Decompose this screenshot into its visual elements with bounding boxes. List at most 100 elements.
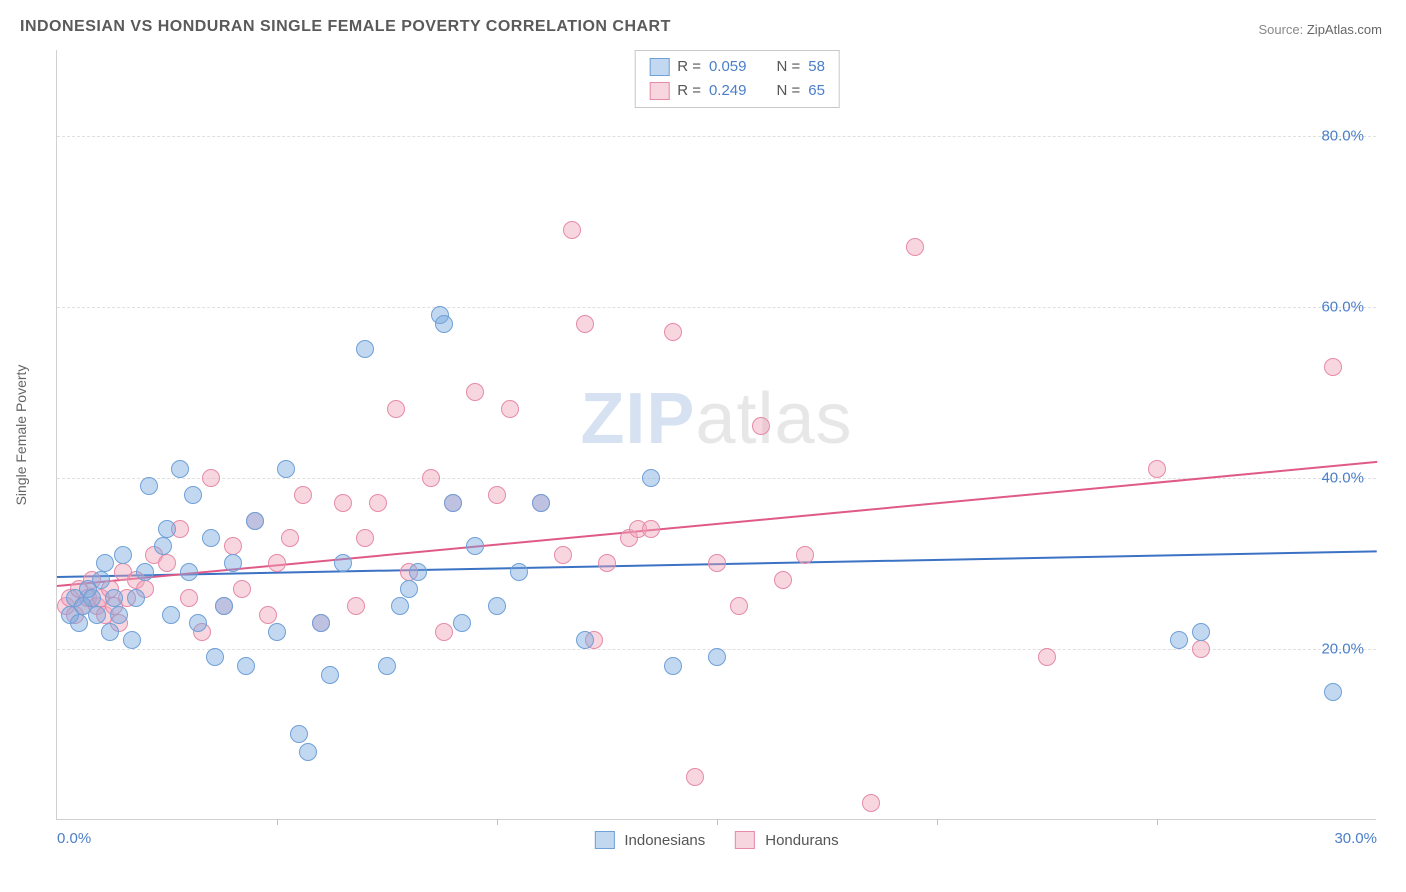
point-indonesians bbox=[88, 606, 106, 624]
r-label: R = bbox=[677, 55, 701, 79]
r-value-indonesians: 0.059 bbox=[709, 55, 747, 79]
point-hondurans bbox=[466, 383, 484, 401]
point-hondurans bbox=[862, 794, 880, 812]
point-hondurans bbox=[268, 554, 286, 572]
point-indonesians bbox=[334, 554, 352, 572]
point-indonesians bbox=[466, 537, 484, 555]
point-indonesians bbox=[237, 657, 255, 675]
legend-item-indonesians: Indonesians bbox=[594, 831, 705, 849]
swatch-hondurans bbox=[649, 82, 669, 100]
gridline bbox=[57, 307, 1376, 308]
point-hondurans bbox=[642, 520, 660, 538]
point-hondurans bbox=[796, 546, 814, 564]
point-indonesians bbox=[92, 571, 110, 589]
n-label: N = bbox=[777, 55, 801, 79]
watermark: ZIPatlas bbox=[580, 378, 852, 460]
point-indonesians bbox=[206, 648, 224, 666]
point-indonesians bbox=[453, 614, 471, 632]
gridline bbox=[57, 136, 1376, 137]
point-indonesians bbox=[202, 529, 220, 547]
swatch-hondurans-icon bbox=[735, 831, 755, 849]
point-indonesians bbox=[378, 657, 396, 675]
point-indonesians bbox=[409, 563, 427, 581]
r-label: R = bbox=[677, 79, 701, 103]
point-hondurans bbox=[501, 400, 519, 418]
swatch-indonesians-icon bbox=[594, 831, 614, 849]
point-hondurans bbox=[259, 606, 277, 624]
point-indonesians bbox=[532, 494, 550, 512]
r-value-hondurans: 0.249 bbox=[709, 79, 747, 103]
legend-correlation: R = 0.059 N = 58 R = 0.249 N = 65 bbox=[634, 50, 840, 108]
swatch-indonesians bbox=[649, 58, 669, 76]
point-indonesians bbox=[664, 657, 682, 675]
point-indonesians bbox=[215, 597, 233, 615]
point-hondurans bbox=[774, 571, 792, 589]
point-indonesians bbox=[299, 743, 317, 761]
y-tick-label: 40.0% bbox=[1321, 469, 1364, 486]
point-hondurans bbox=[347, 597, 365, 615]
point-indonesians bbox=[70, 614, 88, 632]
point-indonesians bbox=[123, 631, 141, 649]
source-attribution: Source: ZipAtlas.com bbox=[1258, 22, 1382, 37]
legend-series: Indonesians Hondurans bbox=[594, 831, 838, 849]
n-value-hondurans: 65 bbox=[808, 79, 825, 103]
legend-item-hondurans: Hondurans bbox=[735, 831, 838, 849]
point-hondurans bbox=[1324, 358, 1342, 376]
series-label-indonesians: Indonesians bbox=[624, 832, 705, 849]
point-hondurans bbox=[576, 315, 594, 333]
point-indonesians bbox=[101, 623, 119, 641]
watermark-zip: ZIP bbox=[580, 379, 695, 459]
point-hondurans bbox=[1192, 640, 1210, 658]
point-indonesians bbox=[356, 340, 374, 358]
point-indonesians bbox=[224, 554, 242, 572]
point-indonesians bbox=[127, 589, 145, 607]
x-tick bbox=[277, 819, 278, 825]
legend-row-hondurans: R = 0.249 N = 65 bbox=[649, 79, 825, 103]
point-hondurans bbox=[554, 546, 572, 564]
point-indonesians bbox=[154, 537, 172, 555]
x-tick bbox=[497, 819, 498, 825]
point-hondurans bbox=[334, 494, 352, 512]
point-indonesians bbox=[488, 597, 506, 615]
point-hondurans bbox=[387, 400, 405, 418]
point-hondurans bbox=[356, 529, 374, 547]
x-tick-label: 0.0% bbox=[57, 830, 91, 847]
point-indonesians bbox=[180, 563, 198, 581]
point-hondurans bbox=[598, 554, 616, 572]
point-hondurans bbox=[224, 537, 242, 555]
point-indonesians bbox=[1324, 683, 1342, 701]
point-indonesians bbox=[246, 512, 264, 530]
point-hondurans bbox=[202, 469, 220, 487]
point-hondurans bbox=[435, 623, 453, 641]
point-indonesians bbox=[140, 477, 158, 495]
legend-row-indonesians: R = 0.059 N = 58 bbox=[649, 55, 825, 79]
point-indonesians bbox=[268, 623, 286, 641]
point-hondurans bbox=[708, 554, 726, 572]
watermark-atlas: atlas bbox=[695, 379, 852, 459]
point-indonesians bbox=[444, 494, 462, 512]
point-indonesians bbox=[391, 597, 409, 615]
point-hondurans bbox=[488, 486, 506, 504]
point-indonesians bbox=[171, 460, 189, 478]
source-label: Source: bbox=[1258, 22, 1306, 37]
point-indonesians bbox=[1170, 631, 1188, 649]
point-hondurans bbox=[294, 486, 312, 504]
plot-area: ZIPatlas Single Female Poverty 20.0%40.0… bbox=[56, 50, 1376, 820]
chart-title: INDONESIAN VS HONDURAN SINGLE FEMALE POV… bbox=[20, 18, 671, 36]
point-hondurans bbox=[158, 554, 176, 572]
point-indonesians bbox=[576, 631, 594, 649]
point-hondurans bbox=[1148, 460, 1166, 478]
point-indonesians bbox=[321, 666, 339, 684]
point-indonesians bbox=[1192, 623, 1210, 641]
n-value-indonesians: 58 bbox=[808, 55, 825, 79]
point-indonesians bbox=[277, 460, 295, 478]
point-hondurans bbox=[422, 469, 440, 487]
point-indonesians bbox=[510, 563, 528, 581]
x-tick bbox=[937, 819, 938, 825]
point-indonesians bbox=[110, 606, 128, 624]
point-hondurans bbox=[180, 589, 198, 607]
point-indonesians bbox=[158, 520, 176, 538]
point-indonesians bbox=[184, 486, 202, 504]
series-label-hondurans: Hondurans bbox=[765, 832, 838, 849]
point-indonesians bbox=[290, 725, 308, 743]
